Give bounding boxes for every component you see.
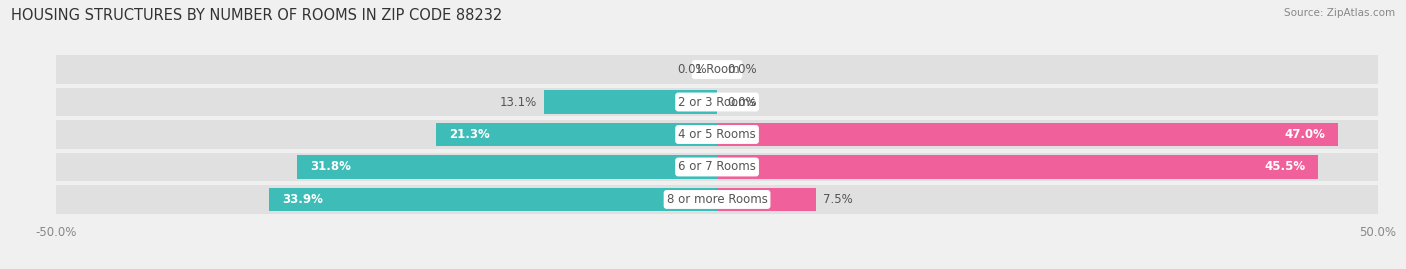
Bar — [717, 155, 1319, 179]
Bar — [269, 188, 717, 211]
Text: Source: ZipAtlas.com: Source: ZipAtlas.com — [1284, 8, 1395, 18]
Text: 21.3%: 21.3% — [449, 128, 489, 141]
Text: HOUSING STRUCTURES BY NUMBER OF ROOMS IN ZIP CODE 88232: HOUSING STRUCTURES BY NUMBER OF ROOMS IN… — [11, 8, 502, 23]
Text: 8 or more Rooms: 8 or more Rooms — [666, 193, 768, 206]
Text: 45.5%: 45.5% — [1264, 161, 1305, 174]
Text: 13.1%: 13.1% — [501, 95, 537, 108]
Text: 0.0%: 0.0% — [728, 63, 758, 76]
Bar — [56, 120, 1378, 149]
Bar — [56, 153, 1378, 181]
Bar — [717, 123, 1339, 146]
Bar — [544, 90, 717, 114]
Text: 47.0%: 47.0% — [1284, 128, 1324, 141]
Bar — [56, 55, 1378, 84]
Text: 4 or 5 Rooms: 4 or 5 Rooms — [678, 128, 756, 141]
Bar — [56, 88, 1378, 116]
Bar — [436, 123, 717, 146]
Text: 7.5%: 7.5% — [823, 193, 852, 206]
Text: 2 or 3 Rooms: 2 or 3 Rooms — [678, 95, 756, 108]
Bar — [297, 155, 717, 179]
Text: 0.0%: 0.0% — [728, 95, 758, 108]
Bar — [717, 188, 815, 211]
Text: 31.8%: 31.8% — [309, 161, 352, 174]
Text: 1 Room: 1 Room — [695, 63, 740, 76]
Text: 33.9%: 33.9% — [283, 193, 323, 206]
Text: 0.0%: 0.0% — [676, 63, 706, 76]
Text: 6 or 7 Rooms: 6 or 7 Rooms — [678, 161, 756, 174]
Bar — [56, 185, 1378, 214]
